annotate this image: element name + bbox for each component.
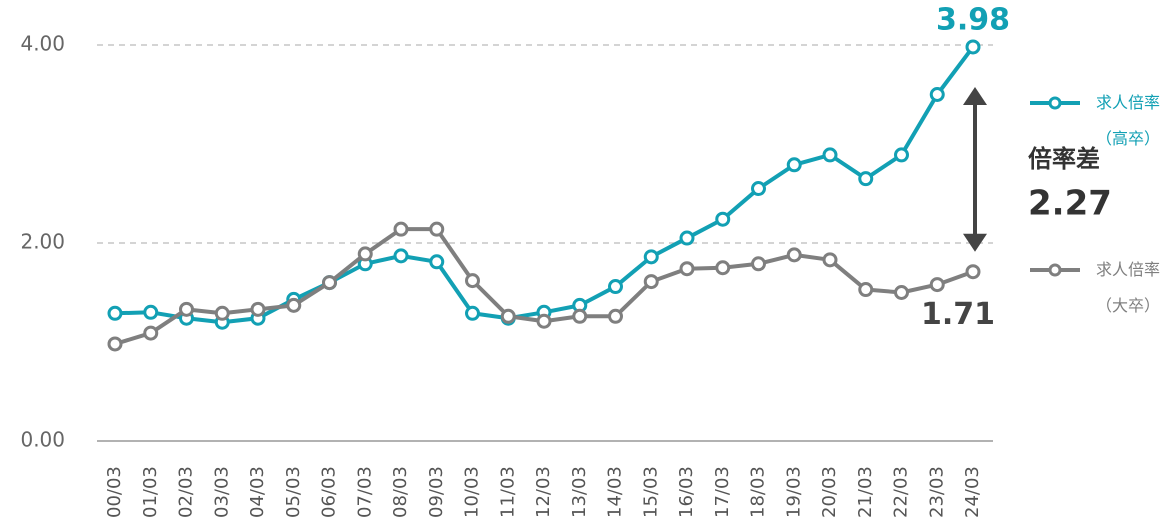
point	[429, 254, 445, 270]
x-tick-label: 09/03	[426, 466, 447, 518]
point	[679, 230, 695, 246]
arrow-head	[963, 86, 987, 105]
point	[965, 39, 981, 55]
x-tick-label: 12/03	[533, 466, 554, 518]
legend-label: 求人倍率（高卒）	[1095, 93, 1160, 148]
point	[894, 147, 909, 163]
point	[393, 248, 409, 264]
point	[715, 260, 731, 276]
point	[715, 211, 731, 227]
point	[786, 247, 802, 263]
point	[536, 313, 552, 329]
x-tick-label: 10/03	[462, 466, 483, 518]
point	[393, 221, 409, 237]
point	[822, 147, 838, 163]
x-tick-label: 05/03	[283, 466, 304, 518]
series-line	[114, 45, 975, 325]
point	[500, 308, 516, 324]
point	[465, 305, 480, 321]
legend-label: 求人倍率（大卒）	[1095, 260, 1160, 315]
point	[608, 308, 623, 324]
x-tick-label: 07/03	[354, 466, 375, 518]
x-tick-label: 13/03	[569, 466, 590, 518]
point	[107, 336, 123, 352]
value-label: 1.71	[921, 297, 995, 332]
point	[179, 301, 194, 317]
point	[965, 264, 981, 280]
x-tick-label: 24/03	[962, 466, 983, 518]
point	[786, 157, 802, 173]
point	[894, 285, 909, 300]
point	[322, 275, 337, 291]
x-tick-label: 21/03	[855, 466, 876, 518]
x-tick-label: 01/03	[140, 466, 161, 518]
x-tick-label: 17/03	[712, 466, 733, 518]
point	[143, 325, 159, 341]
point	[751, 256, 766, 272]
point	[143, 304, 159, 320]
point	[751, 181, 766, 197]
point	[822, 252, 838, 268]
x-tick-label: 04/03	[247, 466, 268, 518]
legend-marker	[1048, 263, 1062, 277]
annotation: 2.27	[1028, 184, 1112, 224]
point	[858, 282, 874, 298]
x-tick-label: 19/03	[783, 466, 804, 518]
y-tick-label: 4.00	[20, 32, 65, 56]
point	[929, 87, 945, 102]
x-tick-label: 22/03	[891, 466, 912, 518]
value-label: 3.98	[936, 2, 1010, 37]
point	[357, 246, 373, 262]
point	[429, 221, 445, 237]
x-tick-label: 14/03	[605, 466, 626, 518]
x-tick-label: 02/03	[176, 466, 197, 518]
x-tick-label: 03/03	[211, 466, 232, 518]
x-tick-label: 06/03	[319, 466, 340, 518]
point	[250, 301, 266, 317]
point	[572, 308, 588, 324]
point	[858, 171, 874, 187]
x-tick-label: 11/03	[497, 466, 518, 518]
point	[679, 261, 695, 277]
y-tick-label: 0.00	[20, 428, 65, 452]
x-tick-label: 23/03	[926, 466, 947, 518]
y-tick-label: 2.00	[20, 230, 65, 254]
point	[643, 249, 659, 265]
x-tick-label: 08/03	[390, 466, 411, 518]
point	[608, 279, 623, 295]
point	[107, 305, 123, 321]
arrow-head	[963, 233, 987, 252]
point	[214, 305, 230, 321]
point	[286, 297, 302, 313]
x-tick-label: 16/03	[676, 466, 697, 518]
point	[929, 277, 945, 293]
legend-marker	[1048, 96, 1062, 110]
x-tick-label: 18/03	[748, 466, 769, 518]
x-tick-label: 20/03	[819, 466, 840, 518]
x-tick-label: 15/03	[640, 466, 661, 518]
point	[643, 274, 659, 290]
x-tick-label: 00/03	[104, 466, 125, 518]
point	[465, 273, 480, 289]
annotation: 倍率差	[1028, 145, 1100, 173]
